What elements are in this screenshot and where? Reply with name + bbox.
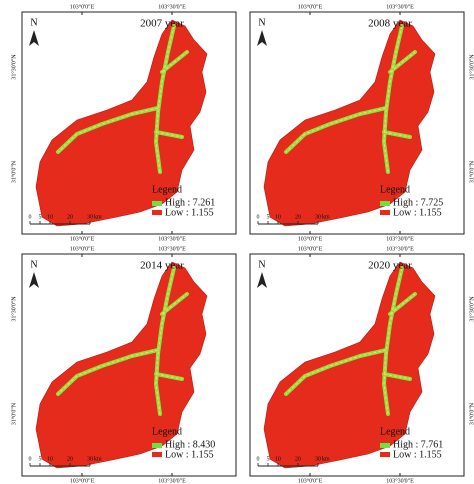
lon-label-bottom: 103°0'0"E: [70, 235, 95, 242]
lat-label: 31°0'0"N: [468, 402, 474, 425]
legend-title: Legend: [380, 426, 410, 437]
scale-label: 0: [257, 456, 260, 462]
scale-label: 10: [275, 456, 281, 462]
panel-title: 2014 year: [140, 260, 184, 272]
scale-label: 10: [47, 214, 53, 220]
scale-unit: km: [322, 456, 330, 462]
river-corridor-edge: [57, 267, 188, 415]
legend-high: High : 7.761: [393, 439, 443, 450]
scale-unit: km: [94, 456, 102, 462]
lat-label: 31°0'0"N: [10, 160, 17, 183]
north-arrow: [257, 30, 267, 46]
legend-title: Legend: [152, 426, 182, 437]
legend-low: Low : 1.155: [165, 207, 214, 218]
lon-label-bottom: 103°0'0"E: [70, 477, 95, 484]
north-label: N: [258, 259, 265, 270]
scale-label: 0: [29, 456, 32, 462]
legend-high-swatch: [152, 443, 162, 448]
panel-title: 2020 year: [368, 260, 412, 272]
scale-unit: km: [94, 214, 102, 220]
scale-label: 10: [275, 214, 281, 220]
scale-label: 5: [267, 456, 270, 462]
legend-high: High : 7.725: [393, 197, 443, 208]
scale-label: 10: [47, 456, 53, 462]
scale-label: 5: [39, 456, 42, 462]
scale-label: 20: [295, 214, 301, 220]
scale-label: 5: [267, 214, 270, 220]
lat-label: 31°30'0"N: [468, 54, 474, 80]
lon-label-top: 103°0'0"E: [70, 3, 95, 10]
legend-high-swatch: [380, 201, 390, 206]
lat-label: 31°30'0"N: [10, 54, 17, 80]
lon-label-top: 103°30'0"E: [386, 245, 414, 252]
lon-label-top: 103°30'0"E: [386, 3, 414, 10]
scale-unit: km: [322, 214, 330, 220]
legend-title: Legend: [152, 184, 182, 195]
north-label: N: [30, 17, 37, 28]
north-arrow: [29, 30, 39, 46]
legend-high-swatch: [380, 443, 390, 448]
scale-label: 0: [257, 214, 260, 220]
north-label: N: [30, 259, 37, 270]
panel-title: 2008 year: [368, 18, 412, 30]
scale-label: 30: [87, 214, 93, 220]
scale-label: 30: [87, 456, 93, 462]
lon-label-top: 103°30'0"E: [158, 3, 186, 10]
scale-label: 20: [295, 456, 301, 462]
legend-low-swatch: [380, 210, 390, 215]
river-corridor-edge: [57, 25, 188, 173]
lon-label-bottom: 103°30'0"E: [386, 477, 414, 484]
scale-label: 0: [29, 214, 32, 220]
legend-high-swatch: [152, 201, 162, 206]
river-corridor-edge: [285, 267, 416, 415]
north-arrow: [257, 272, 267, 288]
scale-label: 30: [315, 214, 321, 220]
legend-low: Low : 1.155: [165, 449, 214, 460]
legend-high: High : 8.430: [165, 439, 215, 450]
lon-label-top: 103°0'0"E: [70, 245, 95, 252]
scale-label: 30: [315, 456, 321, 462]
legend-low: Low : 1.155: [393, 449, 442, 460]
panel-title: 2007 year: [140, 18, 184, 30]
lon-label-top: 103°0'0"E: [298, 245, 323, 252]
legend-low-swatch: [152, 452, 162, 457]
scale-label: 20: [67, 214, 73, 220]
lon-label-bottom: 103°0'0"E: [298, 477, 323, 484]
legend-title: Legend: [380, 184, 410, 195]
river-corridor-edge: [285, 25, 416, 173]
legend-low: Low : 1.155: [393, 207, 442, 218]
north-label: N: [258, 17, 265, 28]
lat-label: 31°0'0"N: [468, 160, 474, 183]
north-arrow: [29, 272, 39, 288]
lon-label-bottom: 103°30'0"E: [386, 235, 414, 242]
lat-label: 31°30'0"N: [10, 296, 17, 322]
lat-label: 31°0'0"N: [10, 402, 17, 425]
lon-label-top: 103°0'0"E: [298, 3, 323, 10]
lon-label-bottom: 103°30'0"E: [158, 477, 186, 484]
lon-label-bottom: 103°0'0"E: [298, 235, 323, 242]
scale-label: 5: [39, 214, 42, 220]
lon-label-bottom: 103°30'0"E: [158, 235, 186, 242]
legend-low-swatch: [152, 210, 162, 215]
legend-low-swatch: [380, 452, 390, 457]
lon-label-top: 103°30'0"E: [158, 245, 186, 252]
lat-label: 31°30'0"N: [468, 296, 474, 322]
scale-label: 20: [67, 456, 73, 462]
legend-high: High : 7.261: [165, 197, 215, 208]
